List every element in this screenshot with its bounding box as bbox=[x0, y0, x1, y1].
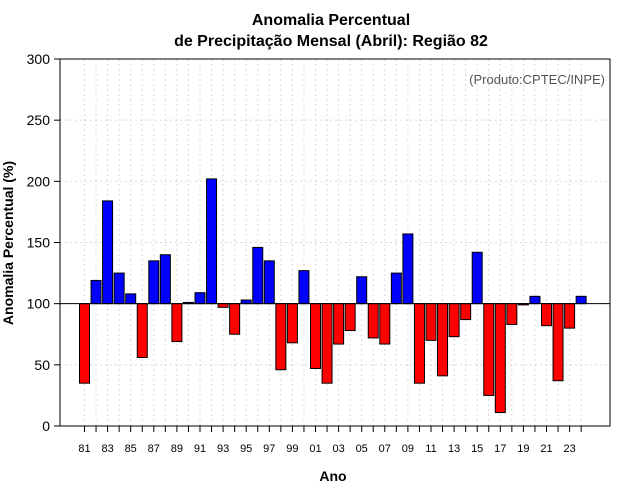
x-tick-label: 83 bbox=[101, 443, 113, 455]
bar-88 bbox=[159, 254, 171, 305]
bar-81 bbox=[79, 303, 90, 384]
x-tick-label: 91 bbox=[194, 443, 206, 455]
x-tick-label: 87 bbox=[148, 443, 160, 455]
bar-82 bbox=[90, 279, 102, 305]
bar-07 bbox=[379, 303, 391, 345]
bar-16 bbox=[483, 303, 495, 396]
x-tick-label: 89 bbox=[171, 443, 183, 455]
x-tick-label: 81 bbox=[78, 443, 90, 455]
bar-23 bbox=[564, 303, 576, 329]
bar-91 bbox=[194, 292, 206, 305]
x-tick-label: 01 bbox=[309, 443, 321, 455]
bar-24 bbox=[575, 295, 587, 305]
y-tick-label: 250 bbox=[27, 112, 51, 128]
x-tick-label: 03 bbox=[332, 443, 344, 455]
y-tick-label: 100 bbox=[27, 296, 51, 312]
x-tick-label: 97 bbox=[263, 443, 275, 455]
x-axis: 81 83 85 87 89 91 93 95 97 99 01 03 05 07 09 11 13 15 17 19… bbox=[78, 426, 582, 455]
bar-11 bbox=[425, 303, 437, 341]
x-tick-label: 21 bbox=[540, 443, 552, 455]
x-tick-label: 19 bbox=[517, 443, 529, 455]
bar-04 bbox=[344, 303, 356, 332]
bar-13 bbox=[448, 303, 460, 338]
bar-89 bbox=[171, 303, 183, 343]
x-tick-label: 17 bbox=[494, 443, 506, 455]
bar-93 bbox=[217, 303, 229, 308]
y-tick-label: 300 bbox=[27, 51, 51, 67]
bar-86 bbox=[136, 303, 148, 358]
bar-12 bbox=[437, 303, 449, 377]
bar-00 bbox=[298, 270, 310, 305]
x-tick-label: 05 bbox=[356, 443, 368, 455]
bar-22 bbox=[552, 303, 564, 382]
bar-02 bbox=[321, 303, 333, 384]
y-tick-label: 150 bbox=[27, 235, 51, 251]
x-tick-label: 15 bbox=[471, 443, 483, 455]
bar-87 bbox=[148, 260, 160, 305]
x-tick-label: 13 bbox=[448, 443, 460, 455]
bar-94 bbox=[229, 303, 241, 335]
bar-85 bbox=[125, 293, 137, 305]
product-annotation: (Produto:CPTEC/INPE) bbox=[469, 72, 605, 87]
x-tick-label: 07 bbox=[379, 443, 391, 455]
bar-15 bbox=[471, 251, 483, 305]
x-tick-label: 23 bbox=[563, 443, 575, 455]
x-tick-label: 85 bbox=[125, 443, 137, 455]
bar-06 bbox=[367, 303, 379, 339]
y-axis: 0 50 100 150 200 250 300 bbox=[27, 51, 611, 434]
bar-10 bbox=[413, 303, 425, 384]
bar-18 bbox=[506, 303, 518, 325]
bar-03 bbox=[333, 303, 345, 345]
bar-08 bbox=[390, 272, 402, 305]
y-tick-label: 0 bbox=[42, 418, 50, 434]
bar-17 bbox=[494, 303, 506, 414]
chart-title-line2: de Precipitação Mensal (Abril): Região 8… bbox=[174, 33, 488, 50]
bar-95 bbox=[240, 299, 252, 305]
grid-layer bbox=[60, 59, 610, 426]
bar-05 bbox=[356, 276, 368, 305]
y-axis-title: Anomalia Percentual (%) bbox=[0, 161, 16, 325]
bar-84 bbox=[113, 272, 125, 305]
y-tick-label: 50 bbox=[34, 357, 50, 373]
x-tick-label: 93 bbox=[217, 443, 229, 455]
x-axis-title: Ano bbox=[319, 468, 346, 484]
bar-97 bbox=[263, 260, 275, 305]
x-tick-label: 11 bbox=[425, 443, 436, 455]
x-tick-label: 95 bbox=[240, 443, 252, 455]
bar-83 bbox=[102, 200, 114, 305]
bar-01 bbox=[310, 303, 321, 370]
bar-09 bbox=[402, 233, 414, 305]
chart-title-line1: Anomalia Percentual bbox=[252, 12, 410, 29]
bars-layer bbox=[60, 178, 610, 414]
bar-96 bbox=[252, 246, 264, 305]
bar-14 bbox=[460, 303, 472, 321]
bar-99 bbox=[286, 303, 298, 344]
bar-20 bbox=[529, 295, 541, 305]
bar-21 bbox=[541, 303, 552, 327]
bar-98 bbox=[275, 303, 287, 371]
bar-92 bbox=[206, 178, 218, 305]
x-tick-label: 09 bbox=[402, 443, 414, 455]
y-tick-label: 200 bbox=[27, 173, 51, 189]
x-tick-label: 99 bbox=[286, 443, 298, 455]
